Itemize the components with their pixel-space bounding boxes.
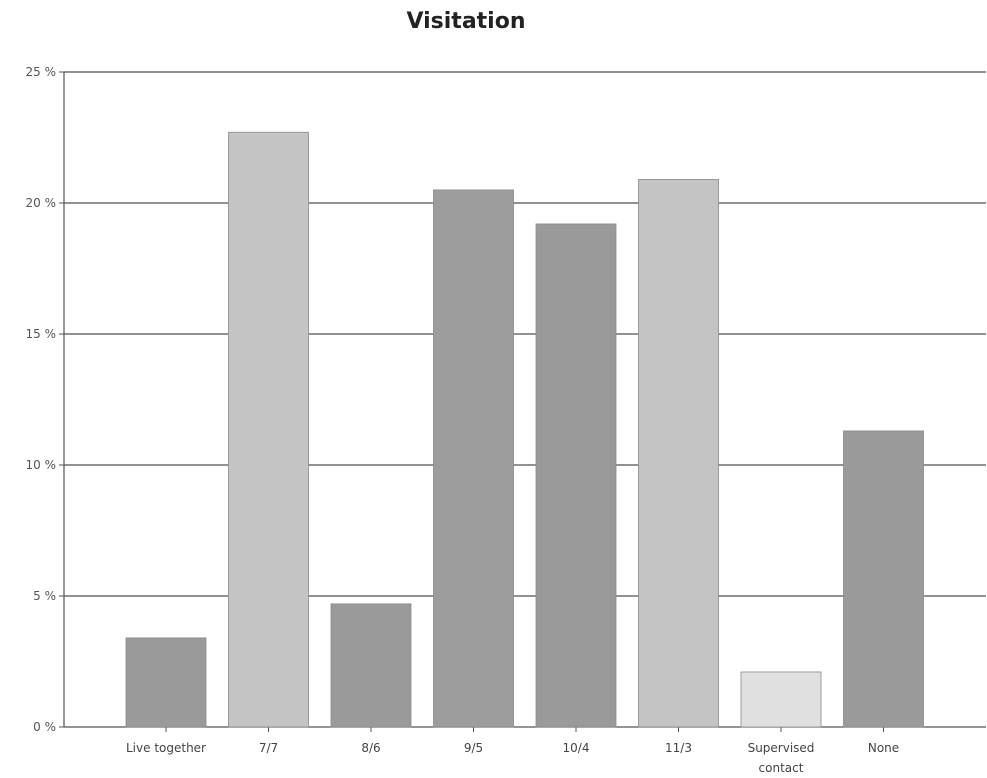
- x-tick-label: None: [868, 741, 899, 755]
- y-tick-label: 25 %: [26, 65, 57, 79]
- bar: [125, 637, 207, 728]
- y-tick-label: 15 %: [26, 327, 57, 341]
- bar: [740, 671, 822, 728]
- bar: [228, 131, 309, 728]
- chart-title: Visitation: [406, 9, 525, 34]
- bar: [638, 179, 719, 728]
- bar: [535, 223, 617, 728]
- x-tick-label: 9/5: [464, 741, 483, 755]
- y-tick-label: 0 %: [33, 720, 56, 734]
- x-tick-label: 11/3: [665, 741, 692, 755]
- x-tick-label: Supervised: [748, 741, 815, 755]
- x-tick-label: 7/7: [259, 741, 278, 755]
- y-tick-label: 5 %: [33, 589, 56, 603]
- y-tick-label: 20 %: [26, 196, 57, 210]
- bar: [330, 603, 412, 728]
- x-tick-label: Live together: [126, 741, 206, 755]
- bar: [433, 189, 514, 728]
- x-tick-label: 10/4: [563, 741, 590, 755]
- y-tick-label: 10 %: [26, 458, 57, 472]
- x-tick-label: 8/6: [361, 741, 380, 755]
- x-tick-label: contact: [759, 761, 804, 775]
- bar: [843, 430, 924, 728]
